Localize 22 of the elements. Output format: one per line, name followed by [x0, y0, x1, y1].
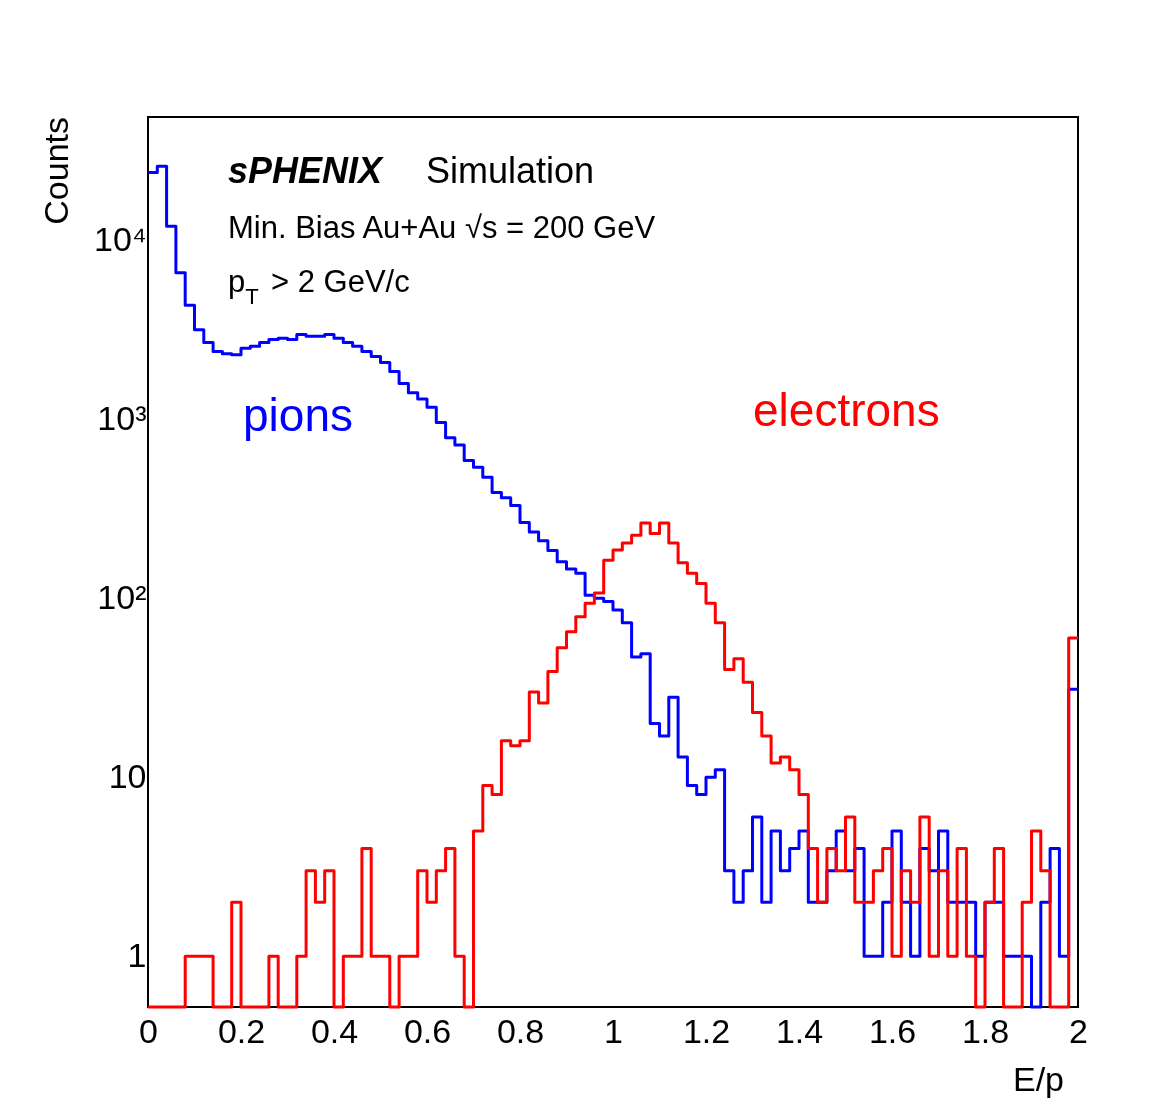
text: sPHENIX Simulation [228, 150, 595, 191]
x-tick-label: 2 [1069, 1011, 1088, 1050]
x-tick-label: 1.2 [682, 1011, 731, 1050]
x-tick-label: 0.4 [310, 1011, 359, 1050]
y-tick-label: 10² [97, 577, 147, 616]
y-tick-label: 10³ [97, 398, 147, 437]
x-tick-label: 0.8 [496, 1011, 545, 1050]
y-tick-label: 1 [127, 935, 147, 974]
series-label: pions [243, 389, 353, 441]
x-tick-label: 0.6 [403, 1011, 452, 1050]
y-tick-label: 10⁴ [94, 219, 147, 258]
x-tick-label: 1 [604, 1011, 623, 1050]
x-tick-label: 0 [139, 1011, 158, 1050]
x-tick-label: 1.8 [961, 1011, 1010, 1050]
y-axis-title: Counts [37, 117, 75, 225]
x-axis-title: E/p [1012, 1060, 1064, 1098]
annotation: Min. Bias Au+Au √s = 200 GeV [228, 210, 656, 245]
y-tick-label: 10 [108, 756, 147, 795]
x-tick-label: 0.2 [217, 1011, 266, 1050]
x-tick-label: 1.6 [868, 1011, 917, 1050]
x-tick-label: 1.4 [775, 1011, 824, 1050]
text: electrons [753, 384, 940, 436]
